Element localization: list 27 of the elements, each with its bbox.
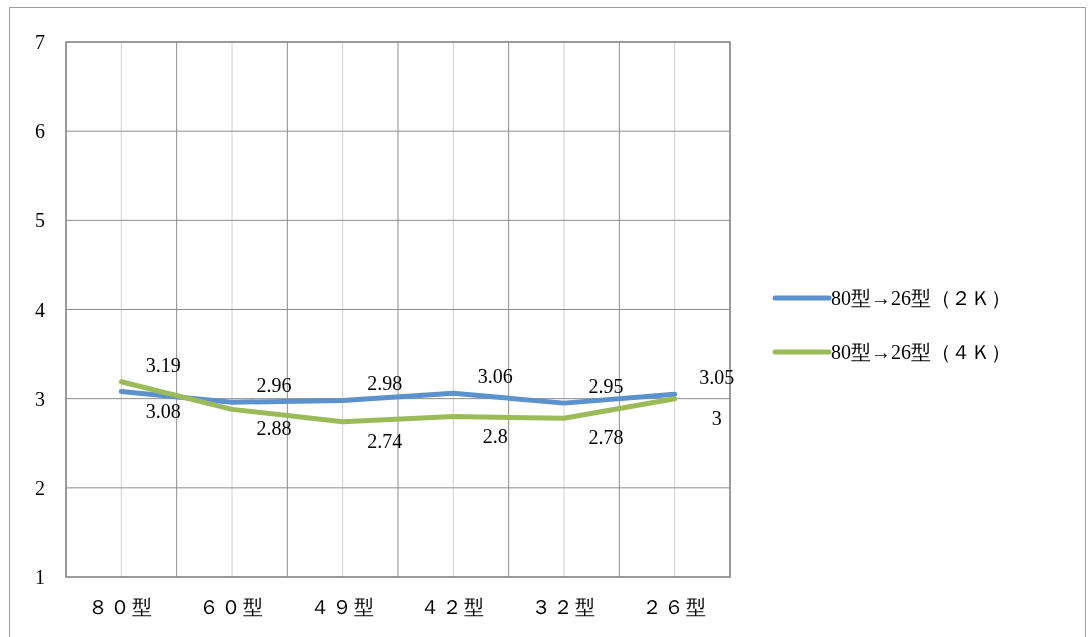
data-label: 3 [711,406,722,429]
data-label: 3.06 [477,365,513,388]
y-tick-label: 7 [35,31,45,53]
data-label: 2.8 [482,424,508,447]
x-tick-label: ６０型 [199,596,265,618]
data-label: 2.95 [588,375,624,398]
x-tick-label: ４２型 [420,596,487,618]
data-label: 3.08 [145,399,181,422]
x-tick-label: ３２型 [531,596,597,618]
data-label: 2.78 [588,426,624,449]
data-label: 3.19 [145,353,181,376]
data-label: 2.88 [256,417,292,440]
x-tick-label: ８０型 [88,596,155,618]
legend-label: 80型→26型（２Ｋ） [831,287,1011,309]
data-label: 2.74 [367,429,403,452]
legend-label: 80型→26型（４Ｋ） [831,341,1011,363]
y-tick-label: 1 [35,566,45,588]
data-label: 2.96 [256,374,292,397]
y-tick-label: 3 [35,387,45,410]
y-tick-label: 4 [35,298,45,321]
y-tick-label: 5 [35,209,45,232]
x-tick-label: ４９型 [309,596,376,618]
x-tick-label: ２６型 [641,596,708,618]
data-label: 2.98 [367,372,403,395]
data-label: 3.05 [699,366,735,389]
y-tick-label: 2 [35,476,45,499]
y-tick-label: 6 [35,120,45,143]
